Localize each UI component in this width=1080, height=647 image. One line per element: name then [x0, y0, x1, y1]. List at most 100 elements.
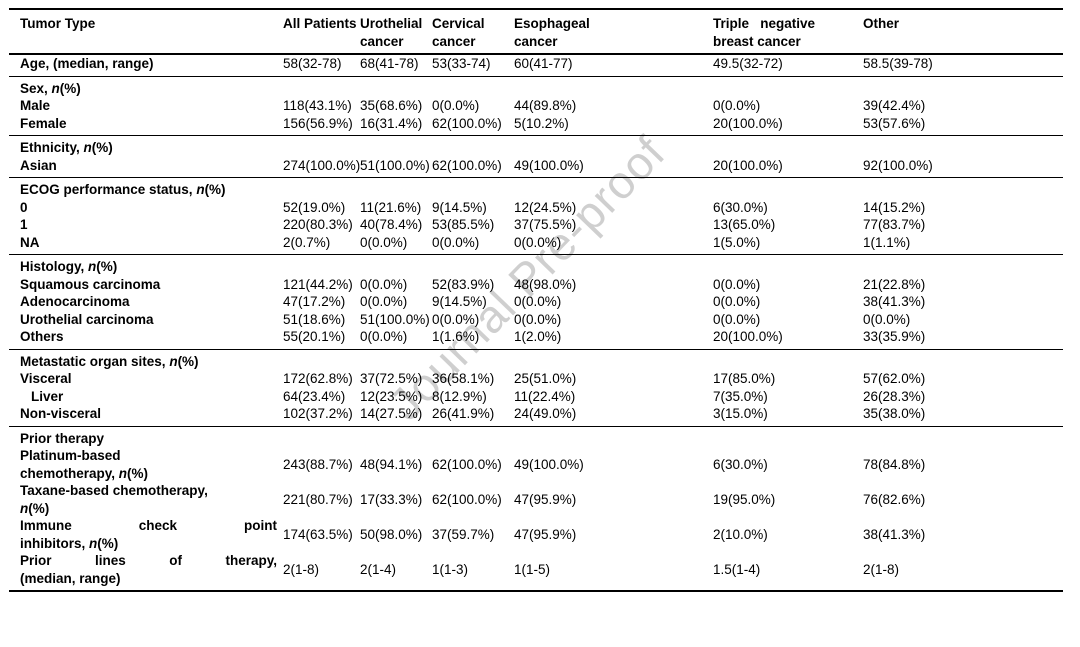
cell-value: 35(38.0%)	[863, 405, 1063, 427]
cell-value: 35(68.6%)	[360, 98, 423, 113]
cell-value: 20(100.0%)	[713, 328, 863, 350]
section-header-row: Ethnicity, n(%)	[9, 136, 1063, 157]
cell-value: 13(65.0%)	[713, 217, 776, 232]
cell-value	[283, 178, 360, 199]
cell-value: 53(57.6%)	[863, 114, 1063, 136]
cell-value: 76(82.6%)	[863, 491, 926, 507]
cell-value: 48(94.1%)	[360, 456, 423, 472]
cell-value	[432, 349, 514, 370]
cell-value: 2(0.7%)	[283, 233, 360, 255]
cell-value: 1(2.0%)	[514, 328, 713, 350]
cell-value: 53(33-74)	[432, 54, 514, 77]
cell-value: 3(15.0%)	[713, 405, 863, 427]
cell-value: 47(17.2%)	[283, 294, 346, 309]
column-header-cervical-cancer: Cervical cancer	[432, 9, 514, 55]
cell-value	[360, 136, 432, 157]
row-label: Adenocarcinoma	[20, 294, 130, 309]
row-label: NA	[9, 233, 283, 255]
cell-value: 62(100.0%)	[432, 114, 514, 136]
table-row: Asian 274(100.0%) 51(100.0%) 62(100.0%) 49(1…	[9, 156, 1063, 178]
cell-value: 39(42.4%)	[863, 98, 926, 113]
cell-value: 0(0.0%)	[360, 294, 408, 309]
column-header-tumor-type: Tumor Type	[9, 9, 283, 55]
cell-value: 26(28.3%)	[863, 388, 926, 404]
cell-value: 9(14.5%)	[432, 294, 487, 309]
cell-value: 37(59.7%)	[432, 526, 495, 542]
table-row: Adenocarcinoma 47(17.2%) 0(0.0%) 9(14.5%) 0(…	[9, 293, 1063, 311]
table-row: Male 118(43.1%) 35(68.6%) 0(0.0%) 44(89.8%) 0…	[9, 97, 1063, 115]
section-header-row: Sex, n(%)	[9, 76, 1063, 97]
cell-value	[514, 426, 713, 447]
row-label: Visceral	[20, 371, 72, 386]
row-label: Prior therapy	[20, 430, 105, 446]
cell-value: 2(1-8)	[283, 552, 360, 592]
cell-value: 14(27.5%)	[360, 405, 432, 427]
cell-value: 2(10.0%)	[713, 526, 768, 542]
column-header-esophageal-cancer: Esophageal cancer	[514, 9, 713, 55]
cell-value: 24(49.0%)	[514, 405, 713, 427]
cell-value: 25(51.0%)	[514, 371, 577, 386]
row-label: Platinum-based chemotherapy, n(%)	[20, 448, 149, 481]
cell-value: 156(56.9%)	[283, 114, 360, 136]
cell-value	[514, 136, 713, 157]
cell-value: 17(85.0%)	[713, 371, 776, 386]
table-row: Squamous carcinoma 121(44.2%) 0(0.0%) 52(83…	[9, 276, 1063, 294]
table-row: Urothelial carcinoma 51(18.6%) 51(100.0%) 0…	[9, 311, 1063, 329]
cell-value: 49(100.0%)	[514, 456, 584, 472]
cell-value	[514, 349, 713, 370]
table-row: Female 156(56.9%) 16(31.4%) 62(100.0%) 5(10.…	[9, 114, 1063, 136]
cell-value	[360, 178, 432, 199]
paper-page: Journal Pre-proof Tumor Type All Patient…	[9, 8, 1063, 592]
cell-value: 51(100.0%)	[360, 156, 432, 178]
cell-value	[713, 349, 863, 370]
cell-value: 0(0.0%)	[360, 328, 432, 350]
cell-value: 52(19.0%)	[283, 199, 346, 215]
section-header-row: ECOG performance status, n(%)	[9, 178, 1063, 199]
cell-value	[713, 178, 863, 199]
cell-value: 11(21.6%)	[360, 199, 422, 215]
cell-value: 14(15.2%)	[863, 199, 926, 215]
cell-value	[863, 349, 1063, 370]
table-header-row: Tumor Type All Patients Urothelial cance…	[9, 9, 1063, 55]
row-label: Female	[9, 114, 283, 136]
cell-value: 51(100.0%)	[360, 311, 430, 327]
cell-value: 11(22.4%)	[514, 388, 576, 404]
cell-value: 8(12.9%)	[432, 388, 487, 404]
cell-value	[713, 255, 863, 276]
cell-value: 20(100.0%)	[713, 114, 863, 136]
cell-value: 37(75.5%)	[514, 217, 577, 232]
cell-value: 243(88.7%)	[283, 456, 353, 472]
cell-value: 51(18.6%)	[283, 311, 346, 327]
cell-value: 1.5(1-4)	[713, 552, 863, 592]
cell-value	[514, 178, 713, 199]
cell-value	[360, 255, 432, 276]
cell-value: 77(83.7%)	[863, 217, 926, 232]
cell-value: 1(1-3)	[432, 552, 514, 592]
table-row: NA 2(0.7%) 0(0.0%) 0(0.0%) 0(0.0%) 1(5.0%) 1(1…	[9, 233, 1063, 255]
cell-value: 49.5(32-72)	[713, 54, 863, 77]
cell-value	[514, 76, 713, 97]
cell-value	[713, 426, 863, 447]
patient-characteristics-table: Tumor Type All Patients Urothelial cance…	[9, 8, 1063, 592]
table-row: Prior lines of therapy, (median, range) 2(…	[9, 552, 1063, 592]
table-body: Age, (median, range) 58(32-78) 68(41-78) 53…	[9, 54, 1063, 592]
cell-value	[283, 76, 360, 97]
table-row: Platinum-based chemotherapy, n(%) 243(88.7…	[9, 447, 1063, 482]
cell-value: 36(58.1%)	[432, 371, 495, 386]
cell-value: 53(85.5%)	[432, 217, 495, 232]
cell-value: 0(0.0%)	[863, 311, 911, 327]
cell-value: 55(20.1%)	[283, 328, 360, 350]
section-header-row: Metastatic organ sites, n(%)	[9, 349, 1063, 370]
cell-value: 33(35.9%)	[863, 328, 1063, 350]
section-header-row: Histology, n(%)	[9, 255, 1063, 276]
cell-value: 1(5.0%)	[713, 233, 863, 255]
cell-value: 50(98.0%)	[360, 526, 423, 542]
row-label: Others	[9, 328, 283, 350]
cell-value: 221(80.7%)	[283, 491, 353, 507]
row-label: 0	[20, 199, 28, 215]
cell-value	[283, 426, 360, 447]
row-label: Liver	[31, 388, 64, 404]
cell-value: 17(33.3%)	[360, 491, 423, 507]
row-label: Histology, n(%)	[20, 259, 118, 274]
cell-value: 47(95.9%)	[514, 491, 577, 507]
